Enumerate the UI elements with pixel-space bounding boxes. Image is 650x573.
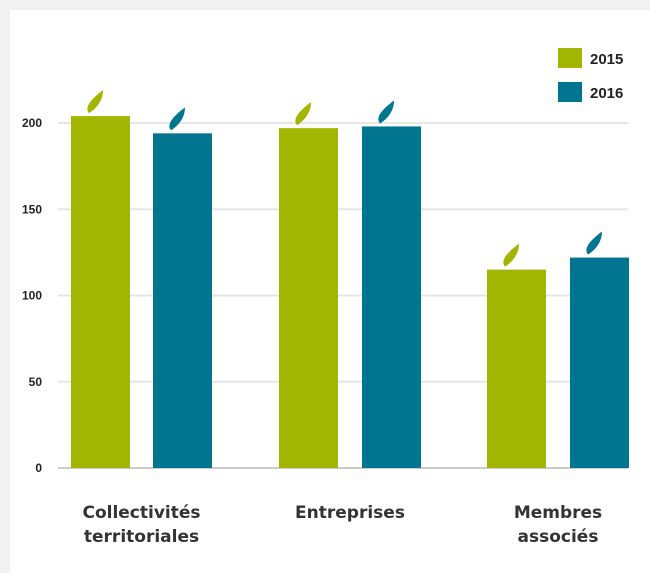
legend-label: 2015 [590,51,623,68]
category-label: territoriales [84,527,199,547]
y-tick-label: 200 [22,116,42,130]
y-tick-label: 0 [35,461,42,475]
category-label: Membres [514,503,602,523]
category-label: associés [518,527,599,547]
bar [71,116,130,468]
bar [279,128,338,469]
bar-leaf-icon [169,107,185,131]
category-label: Collectivités [82,503,200,523]
bar-leaf-icon [586,231,602,255]
bar [570,257,629,468]
legend-swatch [558,82,582,102]
bar [362,126,421,468]
bar-leaf-icon [503,243,519,267]
bar [487,269,546,468]
y-tick-label: 50 [29,375,43,389]
legend-swatch [558,48,582,68]
bar-leaf-icon [87,90,103,114]
bar-leaf-icon [378,100,394,124]
category-label: Entreprises [295,503,405,523]
legend-label: 2016 [590,85,623,102]
y-tick-label: 100 [22,289,42,303]
bar-leaf-icon [295,102,311,126]
y-tick-label: 150 [22,202,42,216]
bar [153,133,212,468]
